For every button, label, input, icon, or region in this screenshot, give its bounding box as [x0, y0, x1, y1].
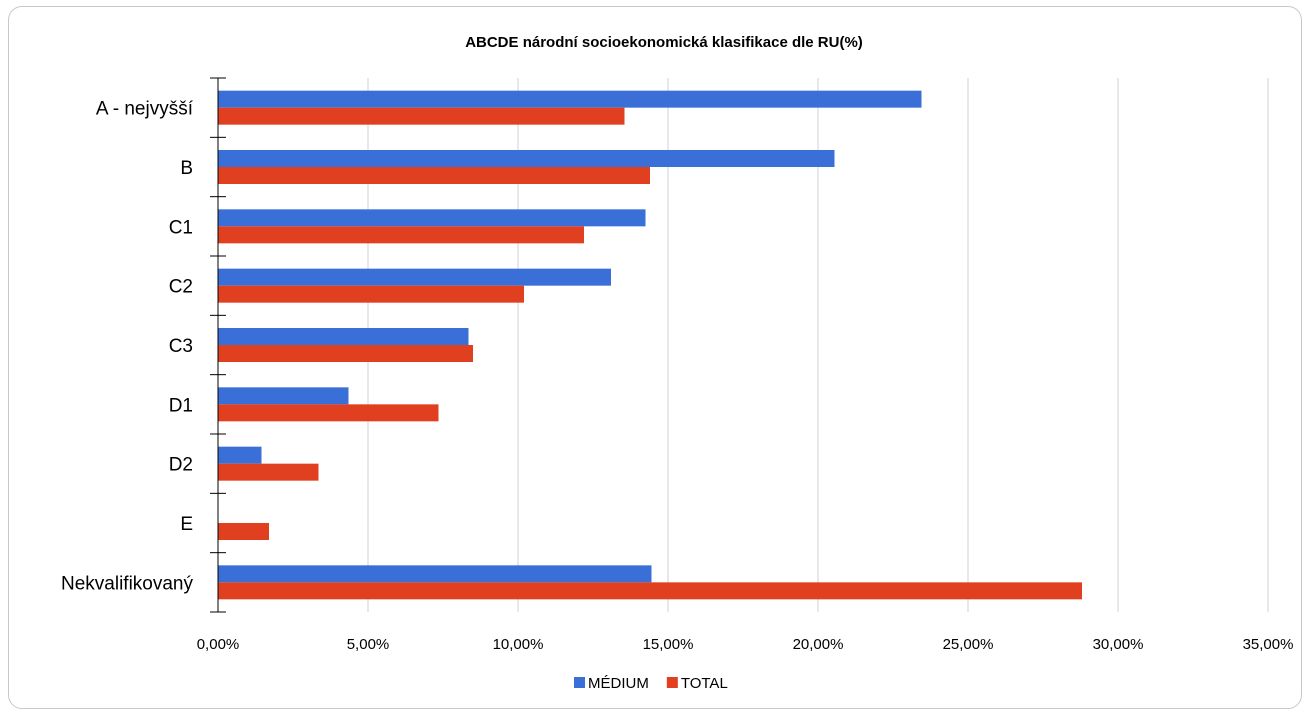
legend-swatch: [666, 677, 678, 688]
bar-m-dium: [218, 387, 349, 405]
bars: [218, 90, 1082, 600]
bar-total: [218, 404, 439, 422]
bar-total: [218, 285, 524, 303]
x-tick-label: 25,00%: [943, 636, 994, 653]
bar-total: [218, 582, 1082, 600]
x-tick-label: 15,00%: [643, 636, 694, 653]
bar-m-dium: [218, 565, 652, 583]
chart-title: ABCDE národní socioekonomická klasifikac…: [465, 34, 863, 51]
bar-m-dium: [218, 90, 922, 108]
legend-label: MÉDIUM: [588, 675, 649, 692]
x-tick-label: 10,00%: [493, 636, 544, 653]
bar-m-dium: [218, 446, 262, 464]
legend-swatch: [574, 677, 585, 688]
category-label: D2: [169, 455, 193, 476]
bar-m-dium: [218, 268, 611, 286]
legend: MÉDIUM TOTAL: [574, 675, 728, 692]
category-label: A - nejvyšší: [96, 99, 194, 120]
x-tick-label: 35,00%: [1243, 636, 1294, 653]
x-tick-label: 30,00%: [1093, 636, 1144, 653]
category-label: C2: [169, 277, 193, 298]
chart-frame: [8, 6, 1302, 709]
x-tick-label: 20,00%: [793, 636, 844, 653]
bar-m-dium: [218, 328, 469, 345]
x-tick-label: 5,00%: [347, 636, 390, 653]
x-tick-label: 0,00%: [197, 636, 240, 653]
bar-total: [218, 226, 584, 244]
bar-total: [218, 523, 269, 540]
category-labels: A - nejvyšší B C1 C2 C3 D1 D2 E Nekvalifikovaný: [61, 99, 194, 595]
category-label: Nekvalifikovaný: [61, 573, 193, 594]
bar-m-dium: [218, 209, 646, 227]
category-label: C3: [169, 336, 193, 357]
bar-total: [218, 345, 473, 362]
bar-total: [218, 107, 625, 125]
category-label: D1: [169, 395, 193, 416]
bar-total: [218, 463, 319, 481]
bar-m-dium: [218, 150, 835, 167]
category-axis: [210, 77, 226, 613]
legend-label: TOTAL: [681, 675, 728, 692]
bar-total: [218, 167, 650, 184]
category-label: C1: [169, 217, 193, 238]
x-tick-labels: 0,00% 5,00% 10,00% 15,00% 20,00% 25,00% 30,00%…: [197, 636, 1294, 653]
category-label: B: [180, 158, 193, 179]
category-label: E: [180, 514, 193, 535]
